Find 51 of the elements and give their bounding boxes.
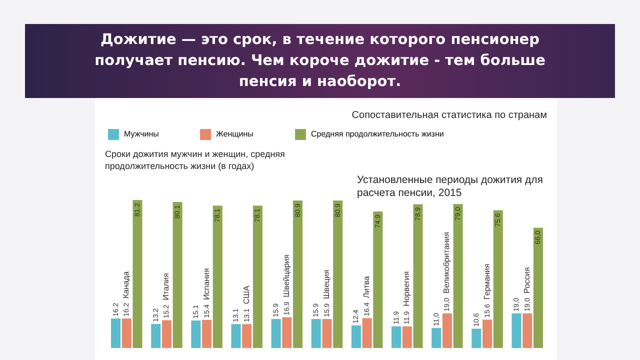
bar xyxy=(373,211,383,348)
bar xyxy=(392,326,402,348)
bar xyxy=(482,320,492,348)
x-tick-label: Канада xyxy=(122,270,131,298)
x-tick-label: Испания xyxy=(202,268,211,300)
bar xyxy=(242,324,252,348)
bar xyxy=(293,200,303,348)
x-tick-label: Великобритания xyxy=(442,232,452,294)
x-tick-label: Россия xyxy=(522,267,532,294)
bar xyxy=(402,326,412,348)
x-tick-label: США xyxy=(242,285,251,304)
legend-label: Средняя продолжительность жизни xyxy=(311,130,444,139)
text: Сроки дожития мужчин и женщин, средняя продолжительность жизни (в годах) xyxy=(105,148,286,172)
legend-label: Мужчины xyxy=(124,130,160,139)
x-tick-label: Италия xyxy=(162,273,171,300)
x-tick-label: Швеция xyxy=(322,270,331,300)
bar xyxy=(512,313,522,348)
chart-title: Дожитие — это срок, в течение которого пенсионер получает пенсию. Чем короче дожитие - тем больше пенсия и наоборот. xyxy=(25,24,615,98)
bar xyxy=(132,200,142,348)
x-tick-label: Норвегия xyxy=(402,271,412,306)
bar xyxy=(442,313,452,348)
bar xyxy=(172,202,182,348)
bar xyxy=(191,320,201,348)
bar xyxy=(362,318,372,348)
legend-label: Женщины xyxy=(216,130,254,139)
bar xyxy=(522,313,532,348)
bar xyxy=(311,319,321,348)
bar xyxy=(472,328,482,348)
bar xyxy=(271,319,281,348)
bar xyxy=(122,318,132,348)
bar xyxy=(322,319,332,348)
bar xyxy=(282,317,292,348)
bar xyxy=(162,320,172,348)
x-tick-label: Швейцария xyxy=(282,254,291,298)
bar xyxy=(252,206,262,348)
bar xyxy=(202,320,212,348)
x-tick-label: Литва xyxy=(362,276,372,298)
chart-subtitle: Сопоставительная статистика по странам xyxy=(352,110,548,121)
text: Установленные периоды дожития для расчета пенсии, 2015 xyxy=(357,174,544,200)
bar xyxy=(432,328,442,348)
bar xyxy=(212,206,222,348)
bar xyxy=(493,210,503,348)
bar xyxy=(151,324,161,348)
x-tick-label: Германия xyxy=(482,264,492,300)
bar xyxy=(453,204,463,348)
bar xyxy=(413,204,423,348)
bar xyxy=(351,325,361,348)
bar xyxy=(231,324,241,348)
bar xyxy=(533,228,543,348)
bar xyxy=(333,200,343,348)
bar xyxy=(111,318,121,348)
